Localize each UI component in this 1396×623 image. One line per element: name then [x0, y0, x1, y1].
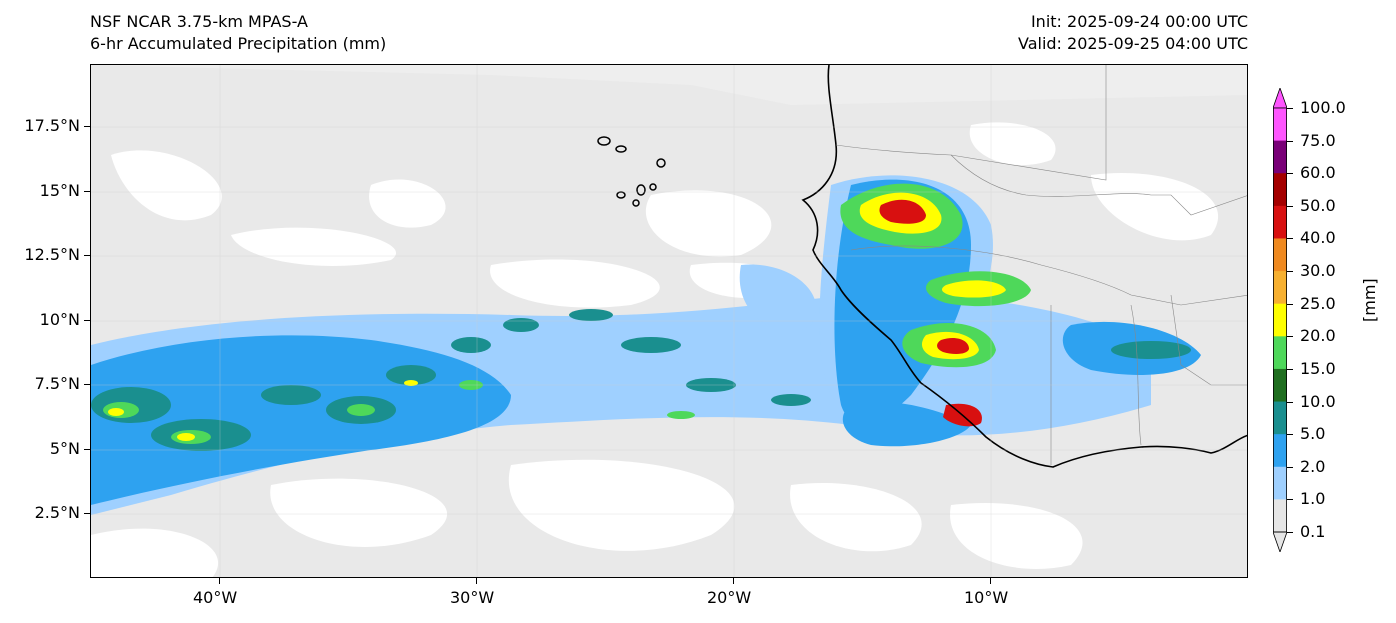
lat-tickmark: [84, 449, 90, 450]
colorbar-tickmark: [1287, 173, 1293, 175]
colorbar-level-label: 20.0: [1300, 326, 1336, 346]
colorbar-tickmark: [1287, 140, 1293, 142]
colorbar-tickmark: [1287, 271, 1293, 273]
lat-tickmark: [84, 320, 90, 321]
colorbar-tickmark: [1287, 434, 1293, 436]
colorbar-level-label: 25.0: [1300, 293, 1336, 313]
colorbar-level-label: 60.0: [1300, 163, 1336, 183]
lat-tickmark: [84, 513, 90, 514]
colorbar-level-label: 75.0: [1300, 130, 1336, 150]
lat-tick-15: 15°N: [39, 181, 80, 200]
colorbar-tickmark: [1287, 238, 1293, 240]
time-info: Init: 2025-09-24 00:00 UTC Valid: 2025-0…: [1018, 11, 1248, 55]
colorbar-level-label: 1.0: [1300, 489, 1326, 509]
colorbar: [1273, 88, 1287, 552]
lat-tick-12-5: 12.5°N: [24, 245, 80, 264]
colorbar-segment: [1273, 271, 1287, 305]
lat-tick-5: 5°N: [49, 439, 80, 458]
lon-tickmark: [476, 578, 477, 584]
colorbar-level-label: 15.0: [1300, 358, 1336, 378]
colorbar-extend-min: [1273, 531, 1287, 552]
colorbar-level-label: 30.0: [1300, 261, 1336, 281]
map-canvas: [91, 65, 1247, 577]
colorbar-segment: [1273, 368, 1287, 403]
colorbar-segment: [1273, 238, 1287, 272]
init-time: Init: 2025-09-24 00:00 UTC: [1030, 12, 1248, 31]
lon-tickmark: [990, 578, 991, 584]
colorbar-segment: [1273, 108, 1287, 142]
lon-tick-10w: 10°W: [964, 588, 1009, 607]
colorbar-level-label: 40.0: [1300, 228, 1336, 248]
lat-tickmark: [84, 255, 90, 256]
colorbar-tickmark: [1287, 532, 1293, 533]
colorbar-segment: [1273, 466, 1287, 500]
lat-tick-7-5: 7.5°N: [34, 374, 80, 393]
colorbar-level-label: 5.0: [1300, 424, 1326, 444]
colorbar-segment: [1273, 303, 1287, 337]
lat-tick-2-5: 2.5°N: [34, 503, 80, 522]
colorbar-extend-max: [1273, 88, 1287, 109]
precip-cells: [91, 309, 1191, 451]
colorbar-unit: [mm]: [1360, 278, 1379, 322]
heavy-precip-core: [840, 183, 1031, 427]
graticule: [91, 65, 1247, 577]
lon-tick-40w: 40°W: [193, 588, 238, 607]
colorbar-level-label: 2.0: [1300, 456, 1326, 476]
colorbar-segment: [1273, 499, 1287, 533]
lon-tick-20w: 20°W: [707, 588, 752, 607]
colorbar-tickmark: [1287, 108, 1293, 109]
lon-tickmark: [733, 578, 734, 584]
colorbar-level-label: 50.0: [1300, 195, 1336, 215]
lat-tickmark: [84, 126, 90, 127]
colorbar-segment: [1273, 434, 1287, 468]
title-line-1: NSF NCAR 3.75-km MPAS-A: [90, 12, 308, 31]
colorbar-segment: [1273, 401, 1287, 435]
lon-tick-30w: 30°W: [450, 588, 495, 607]
valid-time: Valid: 2025-09-25 04:00 UTC: [1017, 34, 1248, 53]
coastline: [801, 65, 1247, 468]
lon-tickmark: [219, 578, 220, 584]
title-line-2: 6-hr Accumulated Precipitation (mm): [90, 34, 387, 53]
colorbar-level-label: 100.0: [1300, 98, 1346, 117]
colorbar-segment: [1273, 205, 1287, 239]
colorbar-level-label: 0.1: [1300, 522, 1326, 541]
colorbar-segment: [1273, 173, 1287, 207]
colorbar-segment: [1273, 140, 1287, 174]
colorbar-tickmark: [1287, 336, 1293, 338]
colorbar-tickmark: [1287, 401, 1293, 403]
colorbar-tickmark: [1287, 303, 1293, 305]
colorbar-tickmark: [1287, 205, 1293, 207]
colorbar-tickmark: [1287, 368, 1293, 370]
lat-tickmark: [84, 191, 90, 192]
chart-title: NSF NCAR 3.75-km MPAS-A 6-hr Accumulated…: [90, 11, 386, 55]
lat-tick-10: 10°N: [39, 310, 80, 329]
colorbar-tickmark: [1287, 499, 1293, 501]
precipitation-map: [90, 64, 1248, 578]
colorbar-segment: [1273, 336, 1287, 370]
lat-tickmark: [84, 384, 90, 385]
colorbar-level-label: 10.0: [1300, 391, 1336, 411]
colorbar-tickmark: [1287, 466, 1293, 468]
lat-tick-17-5: 17.5°N: [24, 116, 80, 135]
